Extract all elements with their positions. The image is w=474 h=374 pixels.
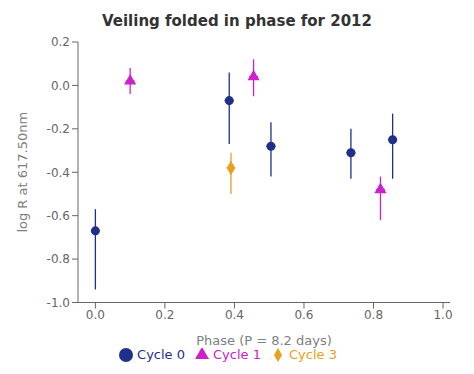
svg-text:0.0: 0.0 [51, 79, 70, 93]
svg-text:1.0: 1.0 [433, 308, 452, 322]
svg-text:Phase (P = 8.2 days): Phase (P = 8.2 days) [196, 333, 332, 348]
svg-text:0.2: 0.2 [51, 35, 70, 49]
svg-text:-0.6: -0.6 [47, 209, 70, 223]
svg-text:-0.4: -0.4 [47, 166, 70, 180]
svg-text:0.8: 0.8 [364, 308, 383, 322]
svg-text:0.6: 0.6 [294, 308, 313, 322]
svg-text:log R at 617.50nm: log R at 617.50nm [15, 112, 30, 233]
svg-text:-1.0: -1.0 [47, 296, 70, 310]
svg-text:-0.8: -0.8 [47, 252, 70, 266]
html-text:Cycle 3: Cycle 3 [289, 346, 337, 362]
html-text:Cycle 0: Cycle 0 [137, 346, 185, 362]
html-text:Veiling folded in phase for 20: Veiling folded in phase for 2012 [102, 12, 372, 30]
svg-text:0.2: 0.2 [155, 308, 174, 322]
svg-text:-0.2: -0.2 [47, 122, 70, 136]
svg-text:0.0: 0.0 [86, 308, 105, 322]
html-text:Cycle 1: Cycle 1 [213, 346, 261, 362]
svg-text:0.4: 0.4 [225, 308, 244, 322]
